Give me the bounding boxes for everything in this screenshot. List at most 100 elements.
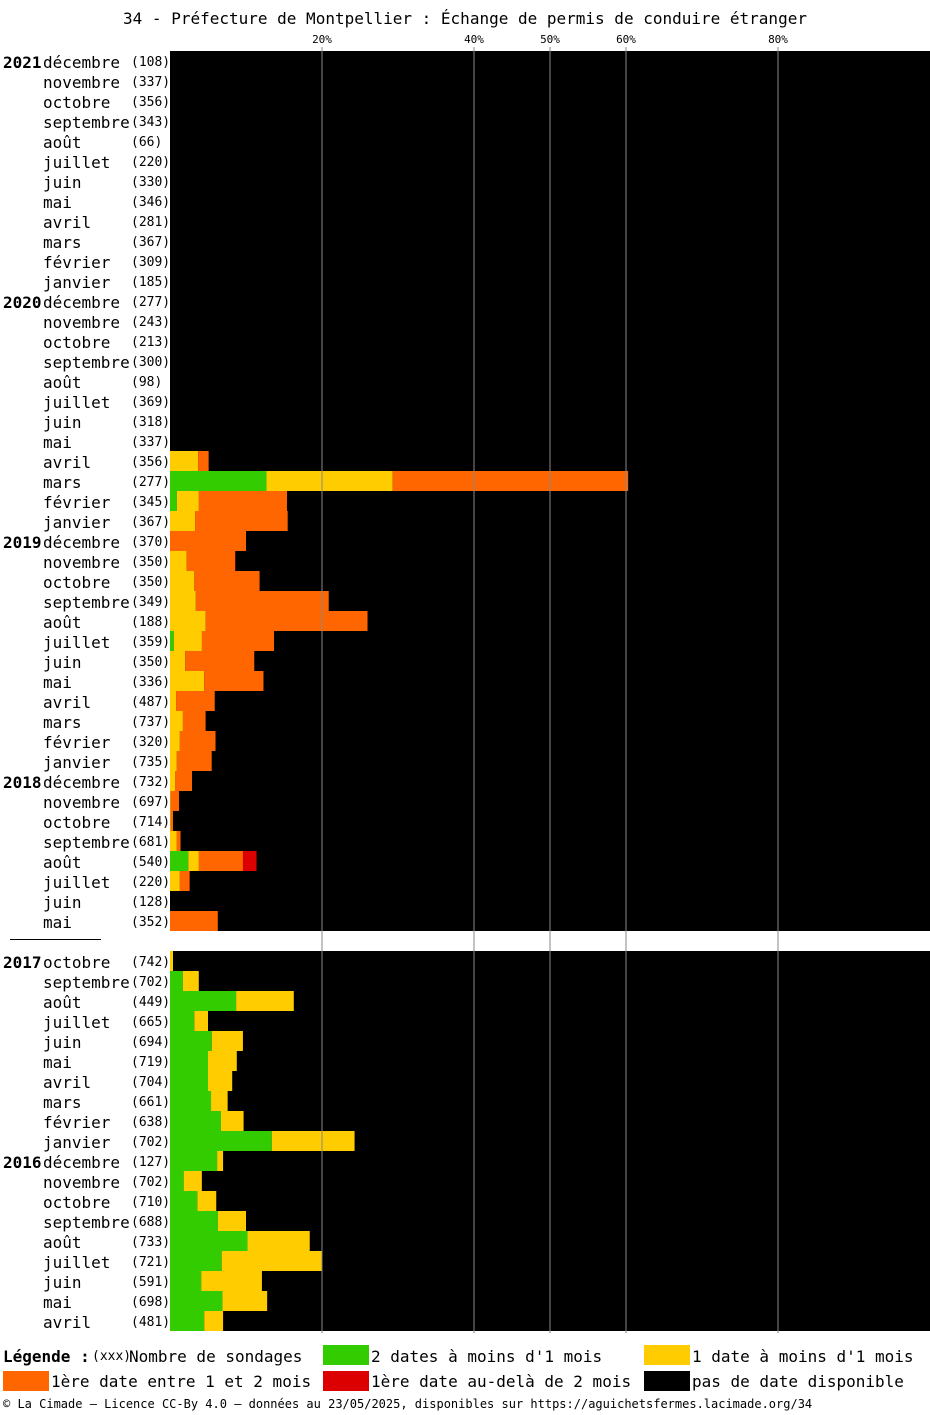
month-label: juillet bbox=[43, 153, 111, 172]
year-label: 2020 bbox=[3, 293, 42, 312]
bar-segment-green bbox=[170, 1151, 218, 1171]
bar-segment-orange bbox=[186, 551, 236, 571]
count-label: (733) bbox=[131, 1235, 171, 1250]
count-label: (98) bbox=[131, 375, 163, 390]
bar-segment-yellow bbox=[201, 1271, 262, 1291]
count-label: (220) bbox=[131, 875, 171, 890]
x-tick-label: 60% bbox=[616, 33, 636, 46]
bar-segment-green bbox=[170, 971, 183, 991]
bar-segment-orange bbox=[179, 871, 190, 891]
count-label: (449) bbox=[131, 995, 171, 1010]
count-label: (732) bbox=[131, 775, 171, 790]
count-label: (320) bbox=[131, 735, 171, 750]
bar-segment-yellow bbox=[170, 791, 171, 811]
legend-title: Légende : bbox=[3, 1347, 90, 1366]
count-label: (346) bbox=[131, 195, 171, 210]
bar-segment-orange bbox=[204, 671, 264, 691]
month-label: juin bbox=[43, 893, 82, 912]
bar-segment-black bbox=[173, 951, 930, 971]
bar-segment-yellow bbox=[266, 471, 393, 491]
bar-segment-yellow bbox=[170, 951, 174, 971]
count-label: (337) bbox=[131, 75, 171, 90]
bar-segment-yellow bbox=[170, 671, 205, 691]
bar-segment-black bbox=[208, 451, 930, 471]
bar-segment-orange bbox=[195, 591, 329, 611]
bar-segment-black bbox=[274, 631, 930, 651]
bar-segment-yellow bbox=[222, 1291, 268, 1311]
month-label: février bbox=[43, 1113, 111, 1132]
bar-segment-black bbox=[235, 551, 930, 571]
month-label: août bbox=[43, 1233, 82, 1252]
count-label: (591) bbox=[131, 1275, 171, 1290]
month-label: mai bbox=[43, 193, 72, 212]
count-label: (352) bbox=[131, 915, 171, 930]
legend-label-green: 2 dates à moins d'1 mois bbox=[371, 1347, 603, 1366]
count-label: (330) bbox=[131, 175, 171, 190]
bar-segment-orange bbox=[198, 491, 288, 511]
bar-segment-green bbox=[170, 1191, 198, 1211]
month-label: mai bbox=[43, 433, 72, 452]
bar-segment-green bbox=[170, 1211, 218, 1231]
bar-segment-orange bbox=[182, 711, 206, 731]
bar-segment-black bbox=[216, 1191, 930, 1211]
month-label: décembre bbox=[43, 533, 121, 552]
bar-segment-black bbox=[287, 491, 930, 511]
count-label: (318) bbox=[131, 415, 171, 430]
bar-segment-yellow bbox=[170, 831, 177, 851]
month-label: avril bbox=[43, 453, 92, 472]
count-label: (350) bbox=[131, 575, 171, 590]
month-label: mai bbox=[43, 673, 72, 692]
count-label: (702) bbox=[131, 975, 171, 990]
count-label: (128) bbox=[131, 895, 171, 910]
month-label: juillet bbox=[43, 1253, 111, 1272]
bar-segment-black bbox=[254, 651, 930, 671]
month-label: septembre bbox=[43, 833, 130, 852]
bar-segment-yellow bbox=[217, 1211, 246, 1231]
bar-segment-orange bbox=[205, 611, 368, 631]
month-label: août bbox=[43, 853, 82, 872]
x-tick-label: 80% bbox=[768, 33, 788, 46]
count-label: (356) bbox=[131, 455, 171, 470]
count-label: (349) bbox=[131, 595, 171, 610]
bar-segment-black bbox=[173, 811, 930, 831]
month-label: novembre bbox=[43, 73, 121, 92]
bar-segment-green bbox=[170, 491, 177, 511]
bar-segment-yellow bbox=[170, 651, 186, 671]
month-label: décembre bbox=[43, 773, 121, 792]
count-label: (714) bbox=[131, 815, 171, 830]
bar-segment-yellow bbox=[197, 1191, 217, 1211]
count-label: (350) bbox=[131, 655, 171, 670]
bar-segment-black bbox=[243, 1111, 930, 1131]
month-label: avril bbox=[43, 693, 92, 712]
year-label: 2016 bbox=[3, 1153, 42, 1172]
month-label: juillet bbox=[43, 633, 111, 652]
month-label: avril bbox=[43, 1073, 92, 1092]
count-label: (681) bbox=[131, 835, 171, 850]
bar-segment-black bbox=[259, 571, 930, 591]
bar-segment-yellow bbox=[271, 1131, 355, 1151]
month-label: août bbox=[43, 133, 82, 152]
bar-segment-orange bbox=[185, 651, 255, 671]
month-label: juin bbox=[43, 173, 82, 192]
bar-segment-yellow bbox=[208, 1051, 237, 1071]
count-label: (719) bbox=[131, 1055, 171, 1070]
bar-segment-black bbox=[246, 1211, 930, 1231]
count-label: (721) bbox=[131, 1255, 171, 1270]
legend-label-black: pas de date disponible bbox=[692, 1372, 904, 1391]
year-label: 2018 bbox=[3, 773, 42, 792]
bar-segment-black bbox=[214, 691, 930, 711]
bar-segment-green bbox=[170, 1131, 272, 1151]
bar-segment-yellow bbox=[211, 1031, 243, 1051]
bar-segment-yellow bbox=[170, 711, 183, 731]
legend-label-red: 1ère date au-delà de 2 mois bbox=[371, 1372, 632, 1391]
month-label: décembre bbox=[43, 53, 121, 72]
count-label: (345) bbox=[131, 495, 171, 510]
count-label: (540) bbox=[131, 855, 171, 870]
month-label: septembre bbox=[43, 113, 130, 132]
bar-segment-yellow bbox=[170, 731, 180, 751]
legend-swatch-orange bbox=[3, 1371, 49, 1391]
count-label: (336) bbox=[131, 675, 171, 690]
count-label: (702) bbox=[131, 1135, 171, 1150]
bar-segment-green bbox=[170, 471, 267, 491]
month-label: juillet bbox=[43, 873, 111, 892]
